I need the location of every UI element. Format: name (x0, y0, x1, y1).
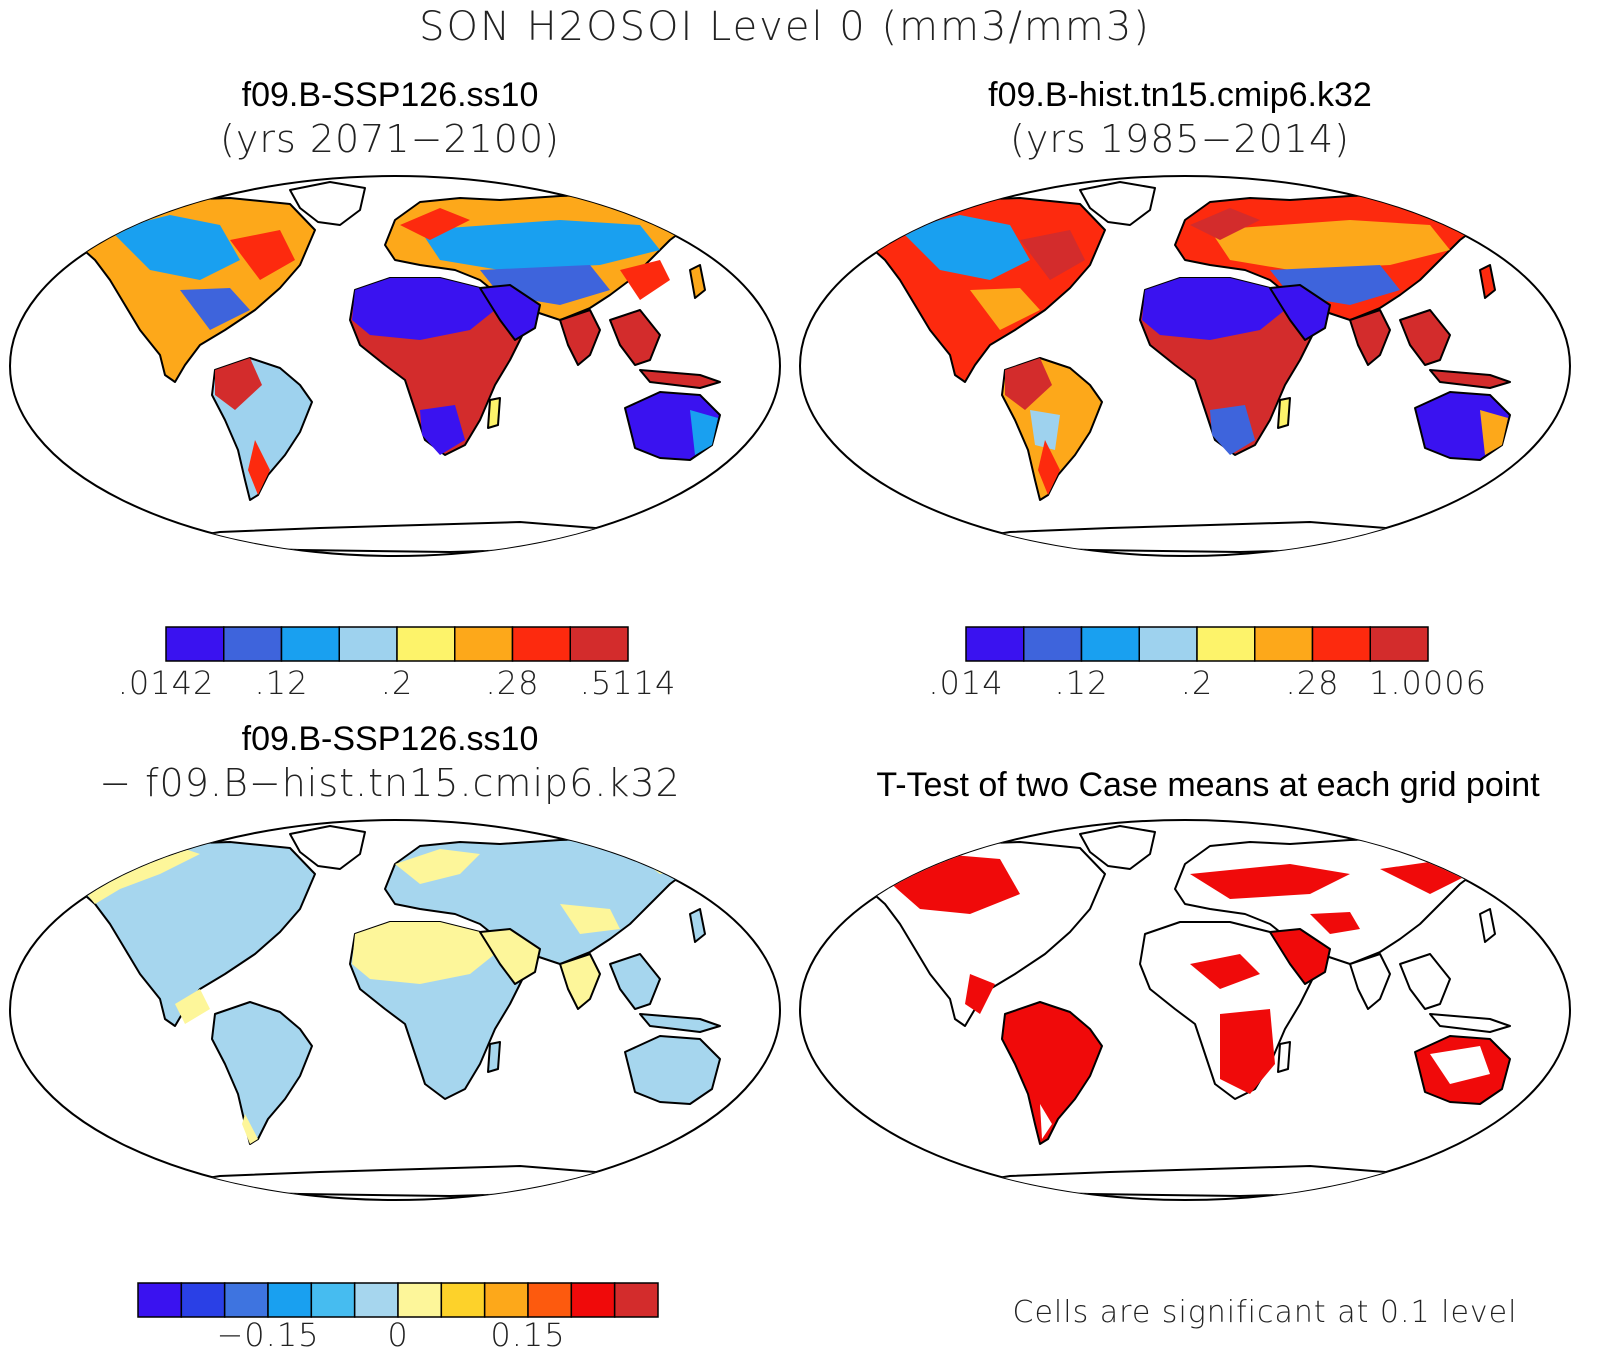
colorbar-swatch (1369, 626, 1429, 662)
colorbar-swatch (569, 626, 629, 662)
colorbar-tick-label: 0.15 (490, 1316, 565, 1350)
colorbar-swatch (1196, 626, 1256, 662)
colorbar-swatch (397, 1282, 443, 1318)
colorbar-tick-label: .5114 (580, 664, 677, 702)
colorbar-swatch (1254, 626, 1314, 662)
map-hist (799, 175, 1571, 557)
map-difference (9, 819, 781, 1201)
colorbar-swatch (1311, 626, 1371, 662)
panel-difference: f09.B-SSP126.ss10 − f09.B−hist.tn15.cmip… (9, 720, 781, 1350)
colorbar-tick-label: 1.0006 (1369, 664, 1487, 702)
panel-years: (yrs 1985−2014) (1010, 117, 1350, 161)
panel-case-name: f09.B-hist.tn15.cmip6.k32 (988, 76, 1372, 114)
colorbar-swatch (1080, 626, 1140, 662)
colorbar-tick-label: .28 (486, 664, 540, 702)
colorbar-swatch (165, 626, 225, 662)
panel-years: (yrs 2071−2100) (220, 117, 560, 161)
panel-case-name: f09.B-SSP126.ss10 (242, 76, 539, 114)
colorbar-swatch (338, 626, 398, 662)
colorbar-swatch (137, 1282, 183, 1318)
colorbar-swatch (280, 626, 340, 662)
colorbar-tick-label: .014 (928, 664, 1003, 702)
colorbar-swatch (1138, 626, 1198, 662)
panel-ssp126: f09.B-SSP126.ss10 (yrs 2071−2100) (9, 76, 781, 702)
colorbar-swatch (267, 1282, 313, 1318)
map-ttest (799, 819, 1571, 1201)
colorbar-swatch (396, 626, 456, 662)
colorbar-tick-label: .0142 (118, 664, 215, 702)
colorbar-tick-label: −0.15 (216, 1316, 319, 1350)
map-ssp126 (9, 175, 781, 557)
figure-title: SON H2OSOI Level 0 (mm3/mm3) (419, 4, 1151, 50)
colorbar-swatch (353, 1282, 399, 1318)
colorbar-tick-label: 0 (387, 1316, 408, 1350)
colorbar-swatch (965, 626, 1025, 662)
colorbar-swatch (223, 626, 283, 662)
panel-hist: f09.B-hist.tn15.cmip6.k32 (yrs 1985−2014… (799, 76, 1571, 702)
colorbar-tick-label: .2 (1181, 664, 1214, 702)
colorbar-swatch (454, 626, 514, 662)
colorbar-swatch (570, 1282, 616, 1318)
colorbar-swatch (440, 1282, 486, 1318)
colorbar-tick-label: .2 (381, 664, 414, 702)
significance-note: Cells are significant at 0.1 level (1013, 1295, 1518, 1330)
panel-case-name: f09.B-SSP126.ss10 (242, 720, 539, 758)
ttest-title: T-Test of two Case means at each grid po… (876, 766, 1540, 804)
colorbar-swatch (511, 626, 571, 662)
colorbar-difference: −0.15 0 0.15 (137, 1282, 659, 1350)
colorbar-swatch (1023, 626, 1083, 662)
panel-ttest: T-Test of two Case means at each grid po… (799, 766, 1571, 1330)
colorbar-swatch (223, 1282, 269, 1318)
colorbar-swatch (180, 1282, 226, 1318)
colorbar-hist: .014 .12 .2 .28 1.0006 (928, 626, 1487, 702)
colorbar-swatch (527, 1282, 573, 1318)
colorbar-ssp126: .0142 .12 .2 .28 .5114 (118, 626, 677, 702)
panel-difference-subtitle: − f09.B−hist.tn15.cmip6.k32 (99, 761, 681, 805)
colorbar-tick-label: .12 (255, 664, 309, 702)
colorbar-tick-label: .28 (1286, 664, 1340, 702)
colorbar-swatch (613, 1282, 659, 1318)
colorbar-tick-label: .12 (1055, 664, 1109, 702)
colorbar-swatch (483, 1282, 529, 1318)
colorbar-swatch (310, 1282, 356, 1318)
